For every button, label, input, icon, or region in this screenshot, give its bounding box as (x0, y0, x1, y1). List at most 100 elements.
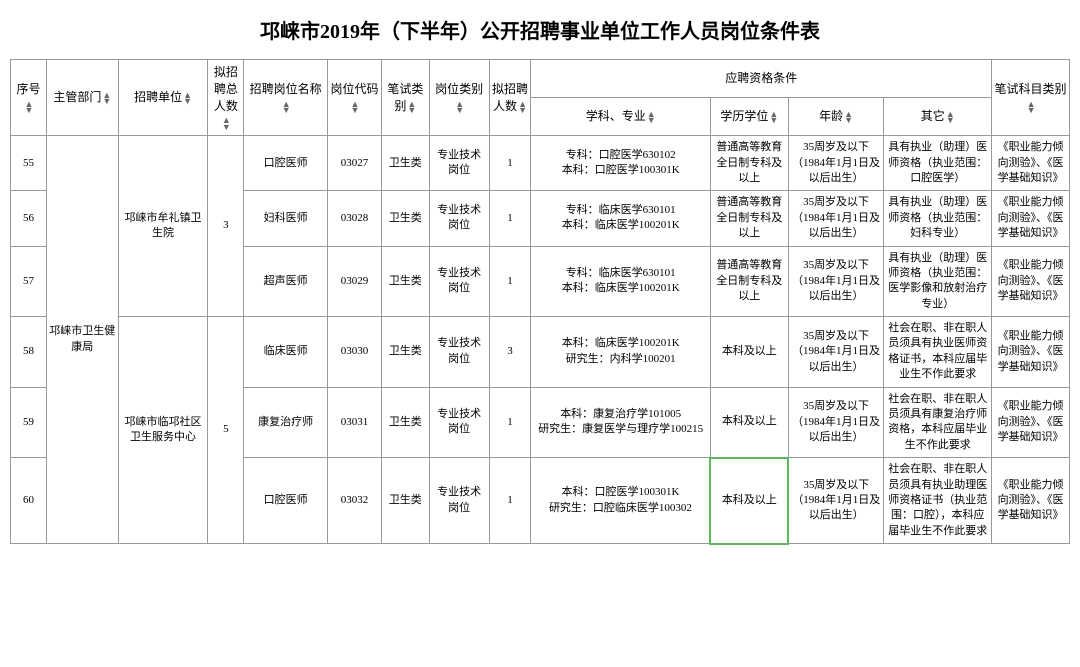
cell-count: 1 (489, 246, 531, 317)
cell-seq: 57 (11, 246, 47, 317)
cell-examtype: 卫生类 (381, 317, 429, 388)
cell-age: 35周岁及以下（1984年1月1日及以后出生） (788, 191, 884, 246)
cell-examsub: 《职业能力倾向测验》、《医学基础知识》 (992, 191, 1070, 246)
sort-icon: ▲▼ (24, 101, 33, 114)
cell-edu: 普通高等教育全日制专科及以上 (710, 191, 788, 246)
th-unit[interactable]: 招聘单位▲▼ (118, 60, 208, 136)
cell-postype: 专业技术岗位 (429, 191, 489, 246)
page-title: 邛崃市2019年（下半年）公开招聘事业单位工作人员岗位条件表 (10, 15, 1070, 44)
cell-position: 超声医师 (244, 246, 328, 317)
cell-subject: 本科：口腔医学100301K研究生：口腔临床医学100302 (531, 458, 710, 544)
cell-seq: 55 (11, 136, 47, 191)
cell-postype: 专业技术岗位 (429, 317, 489, 388)
cell-position: 妇科医师 (244, 191, 328, 246)
th-other[interactable]: 其它▲▼ (884, 98, 992, 136)
cell-edu: 本科及以上 (710, 317, 788, 388)
sort-icon: ▲▼ (222, 117, 231, 130)
cell-examsub: 《职业能力倾向测验》、《医学基础知识》 (992, 387, 1070, 458)
cell-age: 35周岁及以下（1984年1月1日及以后出生） (788, 317, 884, 388)
sort-icon: ▲▼ (1027, 101, 1036, 114)
cell-subject: 专科：临床医学630101本科：临床医学100201K (531, 246, 710, 317)
cell-count: 1 (489, 387, 531, 458)
cell-code: 03027 (328, 136, 382, 191)
th-dept[interactable]: 主管部门▲▼ (46, 60, 118, 136)
cell-seq: 58 (11, 317, 47, 388)
cell-postype: 专业技术岗位 (429, 136, 489, 191)
cell-subject: 本科：临床医学100201K研究生：内科学100201 (531, 317, 710, 388)
cell-examtype: 卫生类 (381, 191, 429, 246)
cell-position: 康复治疗师 (244, 387, 328, 458)
cell-count: 1 (489, 136, 531, 191)
cell-examtype: 卫生类 (381, 458, 429, 544)
cell-other: 社会在职、非在职人员须具有康复治疗师资格，本科应届毕业生不作此要求 (884, 387, 992, 458)
th-code[interactable]: 岗位代码▲▼ (328, 60, 382, 136)
cell-age: 35周岁及以下（1984年1月1日及以后出生） (788, 387, 884, 458)
cell-unit: 邛崃市临邛社区卫生服务中心 (118, 317, 208, 544)
cell-seq: 56 (11, 191, 47, 246)
sort-icon: ▲▼ (407, 101, 416, 114)
sort-icon: ▲▼ (518, 101, 527, 114)
th-conditions: 应聘资格条件 (531, 60, 992, 98)
cell-examtype: 卫生类 (381, 246, 429, 317)
cell-postype: 专业技术岗位 (429, 246, 489, 317)
cell-subject: 专科：口腔医学630102本科：口腔医学100301K (531, 136, 710, 191)
th-subject[interactable]: 学科、专业▲▼ (531, 98, 710, 136)
cell-total: 3 (208, 136, 244, 317)
cell-count: 3 (489, 317, 531, 388)
sort-icon: ▲▼ (183, 92, 192, 105)
cell-code: 03032 (328, 458, 382, 544)
cell-other: 具有执业（助理）医师资格（执业范围：妇科专业） (884, 191, 992, 246)
sort-icon: ▲▼ (351, 101, 360, 114)
cell-edu: 本科及以上 (710, 387, 788, 458)
cell-age: 35周岁及以下（1984年1月1日及以后出生） (788, 246, 884, 317)
cell-examsub: 《职业能力倾向测验》、《医学基础知识》 (992, 246, 1070, 317)
cell-postype: 专业技术岗位 (429, 458, 489, 544)
cell-subject: 本科：康复治疗学101005研究生：康复医学与理疗学100215 (531, 387, 710, 458)
cell-edu: 普通高等教育全日制专科及以上 (710, 246, 788, 317)
sort-icon: ▲▼ (769, 111, 778, 124)
th-examsub[interactable]: 笔试科目类别▲▼ (992, 60, 1070, 136)
table-row: 55邛崃市卫生健康局邛崃市牟礼镇卫生院3口腔医师03027卫生类专业技术岗位1专… (11, 136, 1070, 191)
cell-other: 具有执业（助理）医师资格（执业范围：医学影像和放射治疗专业） (884, 246, 992, 317)
th-postype[interactable]: 岗位类别▲▼ (429, 60, 489, 136)
table-row: 58邛崃市临邛社区卫生服务中心5临床医师03030卫生类专业技术岗位3本科：临床… (11, 317, 1070, 388)
cell-examsub: 《职业能力倾向测验》、《医学基础知识》 (992, 317, 1070, 388)
cell-seq: 59 (11, 387, 47, 458)
th-count[interactable]: 拟招聘人数▲▼ (489, 60, 531, 136)
cell-examtype: 卫生类 (381, 136, 429, 191)
recruitment-table: 序号▲▼ 主管部门▲▼ 招聘单位▲▼ 拟招聘总人数▲▼ 招聘岗位名称▲▼ 岗位代… (10, 59, 1070, 545)
cell-code: 03031 (328, 387, 382, 458)
th-seq[interactable]: 序号▲▼ (11, 60, 47, 136)
cell-dept: 邛崃市卫生健康局 (46, 136, 118, 544)
cell-edu: 本科及以上 (710, 458, 788, 544)
cell-position: 口腔医师 (244, 136, 328, 191)
cell-postype: 专业技术岗位 (429, 387, 489, 458)
cell-other: 社会在职、非在职人员须具有执业医师资格证书，本科应届毕业生不作此要求 (884, 317, 992, 388)
sort-icon: ▲▼ (455, 101, 464, 114)
cell-examsub: 《职业能力倾向测验》、《医学基础知识》 (992, 136, 1070, 191)
cell-examtype: 卫生类 (381, 387, 429, 458)
th-edu[interactable]: 学历学位▲▼ (710, 98, 788, 136)
cell-count: 1 (489, 458, 531, 544)
cell-count: 1 (489, 191, 531, 246)
sort-icon: ▲▼ (647, 111, 656, 124)
sort-icon: ▲▼ (282, 101, 291, 114)
cell-code: 03028 (328, 191, 382, 246)
sort-icon: ▲▼ (102, 92, 111, 105)
th-age[interactable]: 年龄▲▼ (788, 98, 884, 136)
cell-position: 临床医师 (244, 317, 328, 388)
cell-code: 03030 (328, 317, 382, 388)
cell-code: 03029 (328, 246, 382, 317)
cell-other: 具有执业（助理）医师资格（执业范围：口腔医学） (884, 136, 992, 191)
cell-position: 口腔医师 (244, 458, 328, 544)
cell-other: 社会在职、非在职人员须具有执业助理医师资格证书（执业范围：口腔），本科应届毕业生… (884, 458, 992, 544)
cell-total: 5 (208, 317, 244, 544)
sort-icon: ▲▼ (844, 111, 853, 124)
th-total[interactable]: 拟招聘总人数▲▼ (208, 60, 244, 136)
cell-seq: 60 (11, 458, 47, 544)
cell-edu: 普通高等教育全日制专科及以上 (710, 136, 788, 191)
cell-age: 35周岁及以下（1984年1月1日及以后出生） (788, 458, 884, 544)
sort-icon: ▲▼ (946, 111, 955, 124)
th-examtype[interactable]: 笔试类别▲▼ (381, 60, 429, 136)
th-position[interactable]: 招聘岗位名称▲▼ (244, 60, 328, 136)
